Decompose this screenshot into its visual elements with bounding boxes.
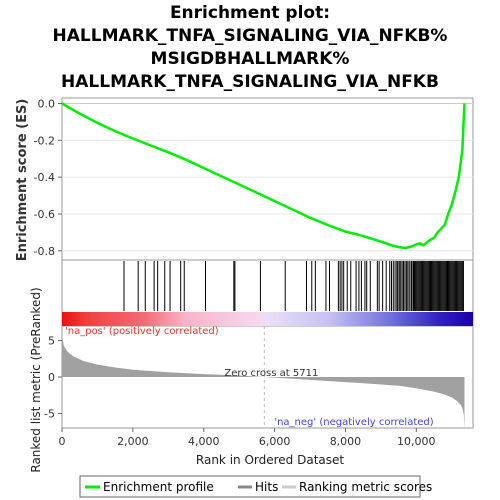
legend-label-metric: Ranking metric scores [299, 480, 432, 494]
chart-title: Enrichment plot: HALLMARK_TNFA_SIGNALING… [0, 2, 500, 94]
x-tick-label: 8,000 [330, 435, 362, 448]
title-line-3: MSIGDBHALLMARK% [150, 49, 350, 69]
es-curve [61, 102, 466, 250]
x-tick-label: 0 [59, 435, 66, 448]
title-line-4: HALLMARK_TNFA_SIGNALING_VIA_NFKB [61, 72, 439, 92]
hit-lines [123, 261, 464, 311]
metric-y-tick-label: 5 [48, 335, 55, 348]
es-y-tick-label: -0.4 [34, 171, 55, 184]
x-tick-label: 10,000 [397, 435, 436, 448]
metric-y-tick-label: -5 [44, 407, 55, 420]
legend-label-es: Enrichment profile [103, 480, 214, 494]
es-panel-frame [61, 97, 474, 261]
es-y-ticks: 0.0 -0.2 -0.4 -0.6 -0.8 [34, 98, 62, 258]
x-axis-label: Rank in Ordered Dataset [196, 453, 344, 467]
es-curve-group [61, 102, 473, 250]
title-line-2: HALLMARK_TNFA_SIGNALING_VIA_NFKB% [52, 26, 448, 46]
es-y-tick-label: -0.8 [34, 245, 55, 258]
ranking-color-bar [62, 312, 473, 326]
legend-label-hits: Hits [255, 480, 278, 494]
metric-y-axis-label: Ranked list metric (PreRanked) [29, 287, 43, 472]
es-y-tick-label: 0.0 [38, 98, 56, 111]
es-y-axis-label: Enrichment score (ES) [15, 99, 30, 262]
pos-label: 'na_pos' (positively correlated) [65, 326, 219, 337]
metric-area-path [62, 334, 465, 428]
es-y-tick-label: -0.6 [34, 208, 55, 221]
metric-y-ticks: 5 0 -5 [44, 335, 62, 420]
x-tick-label: 4,000 [188, 435, 220, 448]
x-tick-label: 6,000 [259, 435, 291, 448]
neg-label: 'na_neg' (negatively correlated) [274, 417, 433, 428]
x-ticks: 0 2,000 4,000 6,000 8,000 10,000 [59, 428, 436, 448]
zero-cross-label: Zero cross at 5711 [224, 368, 318, 379]
metric-area [62, 334, 465, 428]
metric-y-tick-label: 0 [48, 371, 55, 384]
title-line-1: Enrichment plot: [169, 3, 331, 23]
x-tick-label: 2,000 [117, 435, 149, 448]
es-y-tick-label: -0.2 [34, 134, 55, 147]
